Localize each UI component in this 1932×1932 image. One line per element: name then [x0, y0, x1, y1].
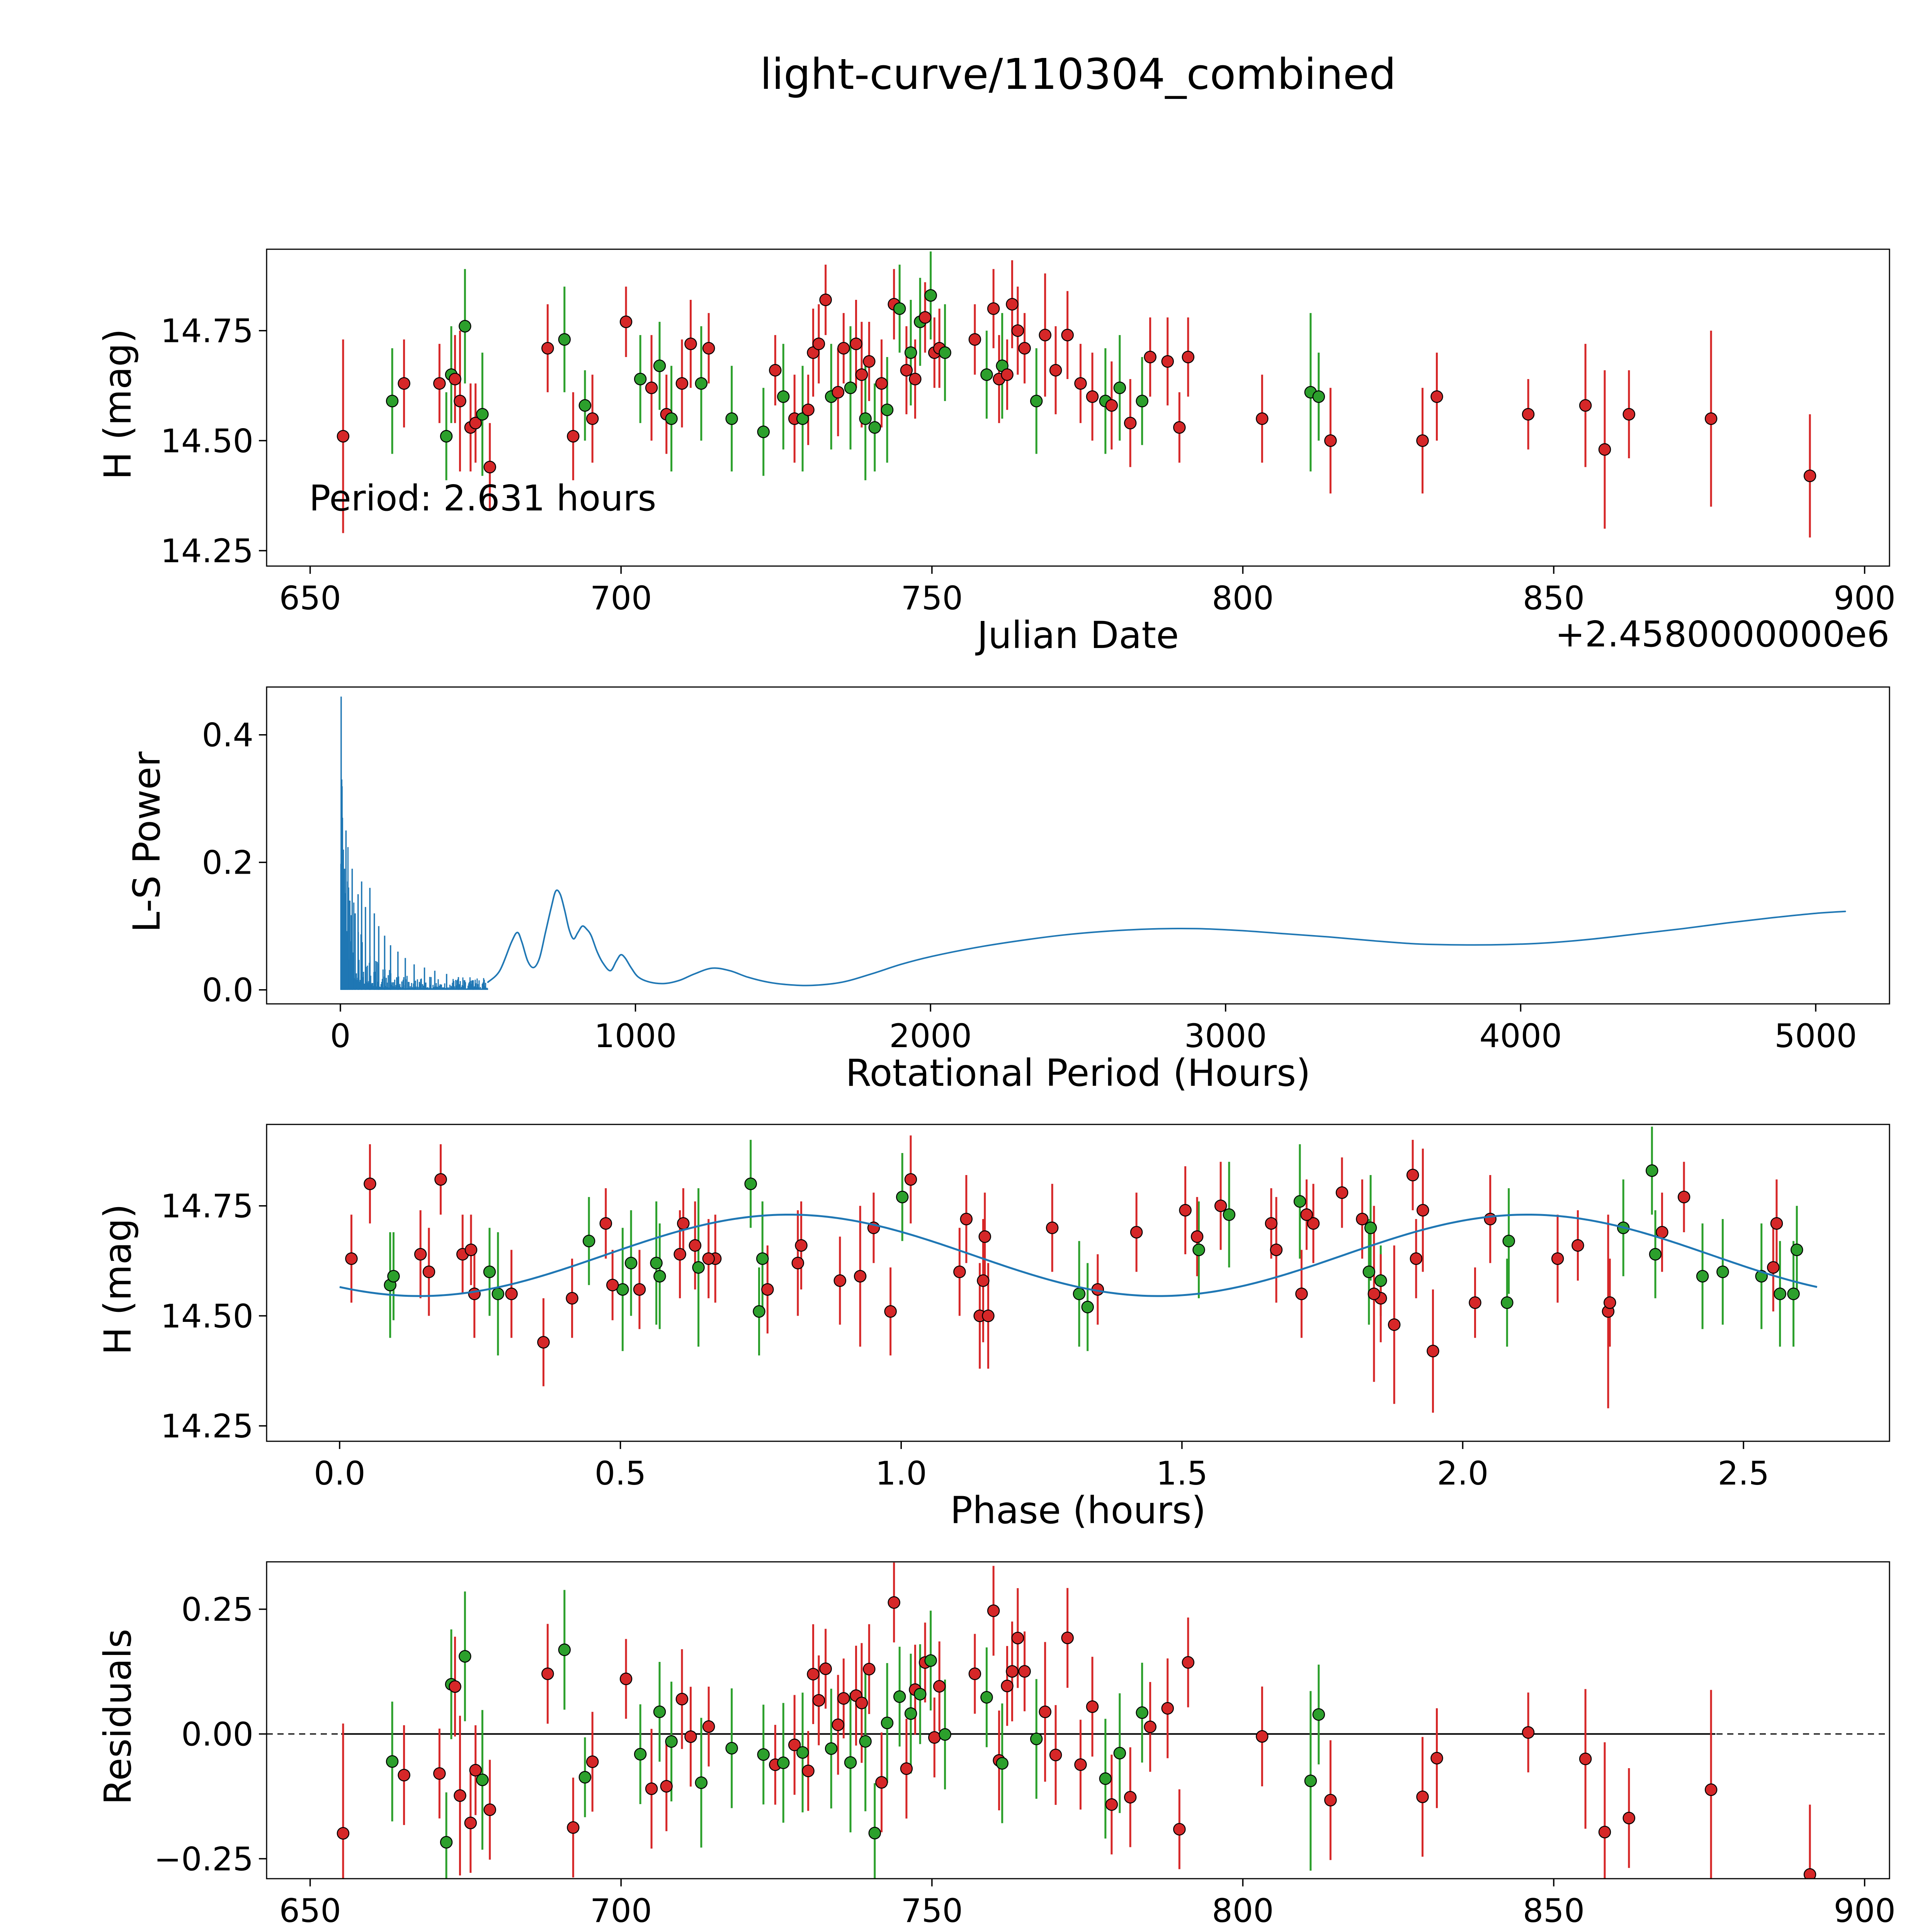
xlabel-rotational-period: Rotational Period (Hours) — [845, 1051, 1311, 1095]
svg-text:800: 800 — [1212, 1892, 1274, 1930]
x-offset-text-top: +2.4580000000e6 — [1555, 614, 1889, 655]
svg-text:2000: 2000 — [889, 1017, 972, 1055]
svg-text:14.50: 14.50 — [161, 1297, 253, 1335]
svg-text:0.2: 0.2 — [202, 844, 253, 882]
figure-title: light-curve/110304_combined — [760, 49, 1396, 99]
xlabel-julian-date-bottom: Julian Date — [267, 1926, 1889, 1932]
svg-text:700: 700 — [590, 1892, 652, 1930]
svg-text:0: 0 — [330, 1017, 350, 1055]
svg-text:700: 700 — [590, 579, 652, 617]
svg-text:1.5: 1.5 — [1156, 1454, 1208, 1492]
svg-text:0.25: 0.25 — [181, 1591, 253, 1629]
svg-text:2.0: 2.0 — [1437, 1454, 1489, 1492]
svg-text:1000: 1000 — [594, 1017, 677, 1055]
svg-text:2.5: 2.5 — [1718, 1454, 1769, 1492]
svg-text:0.00: 0.00 — [181, 1716, 253, 1753]
svg-text:14.75: 14.75 — [161, 1187, 253, 1225]
svg-text:0.0: 0.0 — [314, 1454, 366, 1492]
svg-text:850: 850 — [1523, 1892, 1585, 1930]
svg-text:0.5: 0.5 — [595, 1454, 646, 1492]
ylabel-h-mag-phase: H (mag) — [96, 1204, 139, 1355]
svg-text:650: 650 — [279, 1892, 341, 1930]
svg-text:5000: 5000 — [1774, 1017, 1857, 1055]
ylabel-h-mag-top: H (mag) — [96, 328, 139, 480]
svg-text:14.25: 14.25 — [161, 532, 253, 570]
svg-text:850: 850 — [1523, 579, 1585, 617]
svg-text:900: 900 — [1833, 1892, 1895, 1930]
x-offset-text-bottom: +2.4580000000e6 — [267, 1926, 1889, 1932]
svg-text:−0.25: −0.25 — [154, 1840, 253, 1878]
xlabel-phase-hours: Phase (hours) — [950, 1489, 1206, 1532]
svg-text:3000: 3000 — [1184, 1017, 1267, 1055]
svg-text:750: 750 — [901, 1892, 963, 1930]
svg-text:650: 650 — [279, 579, 341, 617]
svg-text:750: 750 — [901, 579, 963, 617]
period-annotation: Period: 2.631 hours — [309, 478, 656, 519]
ylabel-residuals: Residuals — [96, 1629, 139, 1805]
svg-text:14.75: 14.75 — [161, 312, 253, 350]
svg-text:800: 800 — [1212, 579, 1274, 617]
ylabel-ls-power: L-S Power — [125, 751, 168, 933]
svg-text:0.0: 0.0 — [202, 971, 253, 1009]
svg-text:4000: 4000 — [1480, 1017, 1562, 1055]
svg-text:1.0: 1.0 — [875, 1454, 927, 1492]
svg-text:14.25: 14.25 — [161, 1407, 253, 1445]
xlabel-julian-date-top: Julian Date — [977, 614, 1179, 657]
svg-text:14.50: 14.50 — [161, 422, 253, 460]
svg-text:900: 900 — [1833, 579, 1895, 617]
svg-text:0.4: 0.4 — [202, 716, 253, 754]
